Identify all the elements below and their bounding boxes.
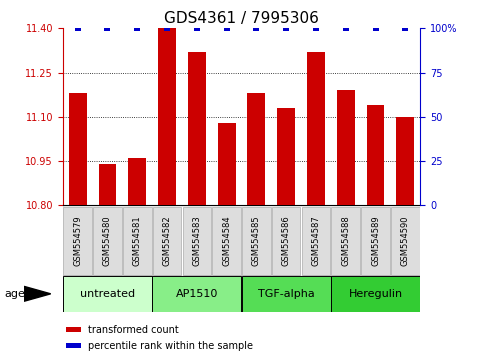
Bar [183, 207, 211, 275]
Bar [302, 207, 330, 275]
Bar [123, 207, 152, 275]
Text: GDS4361 / 7995306: GDS4361 / 7995306 [164, 11, 319, 25]
Bar [69, 93, 86, 205]
Bar [158, 28, 176, 205]
Point [401, 25, 409, 31]
Bar [272, 207, 300, 275]
Bar [242, 276, 331, 312]
Text: GSM554585: GSM554585 [252, 215, 261, 266]
Polygon shape [24, 286, 51, 301]
Bar [188, 52, 206, 205]
Point [253, 25, 260, 31]
Point [193, 25, 201, 31]
Point [133, 25, 141, 31]
Text: GSM554590: GSM554590 [401, 216, 410, 266]
Bar [213, 207, 241, 275]
Text: GSM554582: GSM554582 [163, 215, 171, 266]
Text: AP1510: AP1510 [176, 289, 218, 299]
Point [282, 25, 290, 31]
Bar [153, 207, 181, 275]
Point [104, 25, 112, 31]
Bar [152, 276, 242, 312]
Bar [367, 105, 384, 205]
Text: agent: agent [5, 289, 37, 299]
Bar [361, 207, 390, 275]
Bar [218, 123, 236, 205]
Text: GSM554586: GSM554586 [282, 215, 291, 266]
Bar [242, 207, 270, 275]
Bar [93, 207, 122, 275]
Point [74, 25, 82, 31]
Text: percentile rank within the sample: percentile rank within the sample [88, 341, 253, 350]
Bar [63, 207, 92, 275]
Bar [247, 93, 265, 205]
Point [342, 25, 350, 31]
Text: untreated: untreated [80, 289, 135, 299]
Bar [397, 117, 414, 205]
Text: TGF-alpha: TGF-alpha [258, 289, 314, 299]
Bar [66, 343, 81, 348]
Bar [307, 52, 325, 205]
Text: GSM554589: GSM554589 [371, 215, 380, 266]
Bar [331, 276, 420, 312]
Point [312, 25, 320, 31]
Bar [277, 108, 295, 205]
Point [223, 25, 230, 31]
Bar [63, 276, 152, 312]
Text: GSM554584: GSM554584 [222, 215, 231, 266]
Bar [66, 327, 81, 332]
Text: transformed count: transformed count [88, 325, 179, 335]
Bar [331, 207, 360, 275]
Text: Heregulin: Heregulin [348, 289, 403, 299]
Text: GSM554579: GSM554579 [73, 215, 82, 266]
Point [372, 25, 380, 31]
Text: GSM554580: GSM554580 [103, 215, 112, 266]
Bar [391, 207, 420, 275]
Bar [337, 90, 355, 205]
Point [163, 25, 171, 31]
Text: GSM554583: GSM554583 [192, 215, 201, 266]
Text: GSM554581: GSM554581 [133, 215, 142, 266]
Bar [99, 164, 116, 205]
Bar [128, 158, 146, 205]
Text: GSM554587: GSM554587 [312, 215, 320, 266]
Text: GSM554588: GSM554588 [341, 215, 350, 266]
